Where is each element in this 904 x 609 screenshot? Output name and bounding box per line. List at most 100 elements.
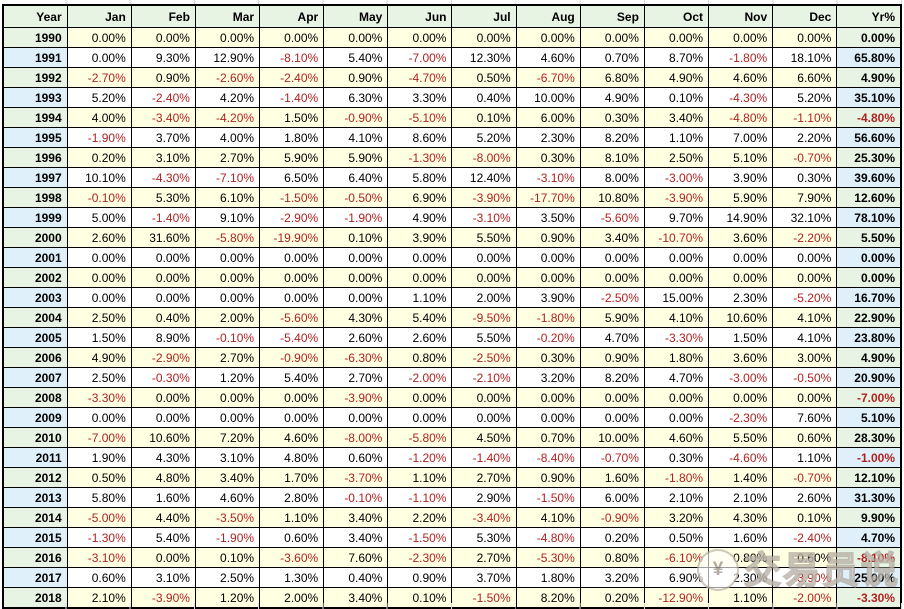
return-cell: 6.10%: [194, 187, 261, 208]
return-cell: 0.00%: [643, 247, 710, 268]
return-cell: -8.00%: [323, 427, 389, 448]
return-cell: -5.60%: [259, 307, 325, 328]
table-body: 1990 0.00% 0.00% 0.00% 0.00% 0.00% 0.00% 0.00% 0…: [2, 27, 902, 609]
table-row: 1995 -1.90% 3.70% 4.00% 1.80% 4.10% 8.60% 5.20%…: [2, 127, 902, 148]
return-cell: 5.90%: [708, 187, 774, 208]
return-cell: -3.90%: [323, 387, 389, 408]
return-cell: -0.20%: [515, 327, 581, 348]
return-cell: 4.40%: [130, 507, 196, 528]
return-cell: 2.70%: [323, 367, 389, 388]
return-cell: -3.00%: [643, 167, 710, 188]
return-cell: 3.10%: [130, 147, 196, 168]
column-header-jun: Jun: [387, 4, 453, 28]
return-cell: 0.10%: [194, 547, 261, 568]
return-cell: 0.90%: [515, 227, 581, 248]
return-cell: 1.20%: [194, 587, 261, 609]
return-cell: -5.60%: [579, 207, 645, 228]
year-cell: 1992: [2, 67, 68, 88]
return-cell: 10.80%: [579, 187, 645, 208]
return-cell: 2.10%: [66, 587, 132, 609]
return-cell: 1.50%: [259, 107, 325, 128]
annual-return-cell: 16.70%: [836, 287, 902, 308]
return-cell: -0.10%: [66, 187, 132, 208]
return-cell: 4.90%: [579, 87, 645, 108]
return-cell: 10.00%: [515, 87, 581, 108]
year-cell: 2006: [2, 347, 68, 368]
return-cell: -0.70%: [772, 467, 838, 488]
column-header-may: May: [323, 4, 389, 28]
column-header-apr: Apr: [259, 4, 325, 28]
return-cell: 0.00%: [708, 27, 774, 48]
return-cell: -0.30%: [130, 367, 196, 388]
table-row: 2004 2.50% 0.40% 2.00% -5.60% 4.30% 5.40% -9.50…: [2, 307, 902, 328]
return-cell: 3.90%: [387, 227, 453, 248]
return-cell: 0.60%: [259, 527, 325, 548]
return-cell: -6.30%: [323, 347, 389, 368]
return-cell: 0.00%: [515, 247, 581, 268]
year-cell: 2012: [2, 467, 68, 488]
return-cell: 3.40%: [323, 507, 389, 528]
return-cell: 6.90%: [643, 567, 710, 588]
return-cell: 5.20%: [66, 87, 132, 108]
return-cell: 4.70%: [643, 367, 710, 388]
return-cell: 0.00%: [130, 247, 196, 268]
return-cell: -5.30%: [515, 547, 581, 568]
table-row: 2010 -7.00% 10.60% 7.20% 4.60% -8.00% -5.80% 4.…: [2, 427, 902, 448]
return-cell: -4.70%: [387, 67, 453, 88]
annual-return-cell: -8.10%: [836, 547, 902, 568]
annual-return-cell: 0.00%: [836, 267, 902, 288]
return-cell: 3.30%: [387, 87, 453, 108]
return-cell: 5.50%: [451, 227, 517, 248]
return-cell: 0.20%: [579, 527, 645, 548]
return-cell: 4.30%: [130, 447, 196, 468]
return-cell: 8.20%: [579, 367, 645, 388]
return-cell: 0.70%: [579, 47, 645, 68]
return-cell: 8.90%: [130, 327, 196, 348]
annual-return-cell: 25.30%: [836, 147, 902, 168]
return-cell: 0.30%: [515, 347, 581, 368]
return-cell: 0.00%: [66, 247, 132, 268]
return-cell: 0.00%: [643, 407, 710, 428]
return-cell: 8.20%: [579, 127, 645, 148]
return-cell: 3.40%: [643, 107, 710, 128]
return-cell: 0.10%: [772, 507, 838, 528]
return-cell: 4.20%: [194, 87, 261, 108]
return-cell: -3.30%: [66, 387, 132, 408]
return-cell: 3.20%: [579, 567, 645, 588]
return-cell: 1.80%: [259, 127, 325, 148]
return-cell: 0.50%: [66, 467, 132, 488]
table-row: 1994 4.00% -3.40% -4.20% 1.50% -0.90% -5.10% 0.…: [2, 107, 902, 128]
return-cell: 4.60%: [194, 487, 261, 508]
return-cell: 3.60%: [708, 227, 774, 248]
annual-return-cell: 78.10%: [836, 207, 902, 228]
return-cell: 4.00%: [66, 107, 132, 128]
return-cell: 4.00%: [194, 127, 261, 148]
table-row: 2000 2.60% 31.60% -5.80% -19.90% 0.10% 3.90% 5.…: [2, 227, 902, 248]
column-header-nov: Nov: [708, 4, 774, 28]
return-cell: 0.50%: [451, 67, 517, 88]
return-cell: 0.00%: [259, 287, 325, 308]
return-cell: 4.70%: [579, 327, 645, 348]
year-cell: 2005: [2, 327, 68, 348]
year-cell: 2003: [2, 287, 68, 308]
return-cell: -3.90%: [451, 187, 517, 208]
return-cell: 10.10%: [66, 167, 132, 188]
year-cell: 2016: [2, 547, 68, 568]
return-cell: 4.60%: [515, 47, 581, 68]
return-cell: 0.80%: [708, 547, 774, 568]
return-cell: 1.20%: [194, 367, 261, 388]
return-cell: 12.40%: [451, 167, 517, 188]
year-cell: 2010: [2, 427, 68, 448]
return-cell: 5.50%: [708, 427, 774, 448]
return-cell: -0.10%: [194, 327, 261, 348]
return-cell: 4.30%: [323, 307, 389, 328]
return-cell: -17.70%: [515, 187, 581, 208]
column-header-aug: Aug: [515, 4, 581, 28]
return-cell: -3.40%: [451, 507, 517, 528]
return-cell: 2.60%: [772, 487, 838, 508]
return-cell: 0.00%: [194, 267, 261, 288]
return-cell: -2.30%: [387, 547, 453, 568]
return-cell: 5.00%: [66, 207, 132, 228]
return-cell: 1.50%: [66, 327, 132, 348]
return-cell: 6.30%: [323, 87, 389, 108]
